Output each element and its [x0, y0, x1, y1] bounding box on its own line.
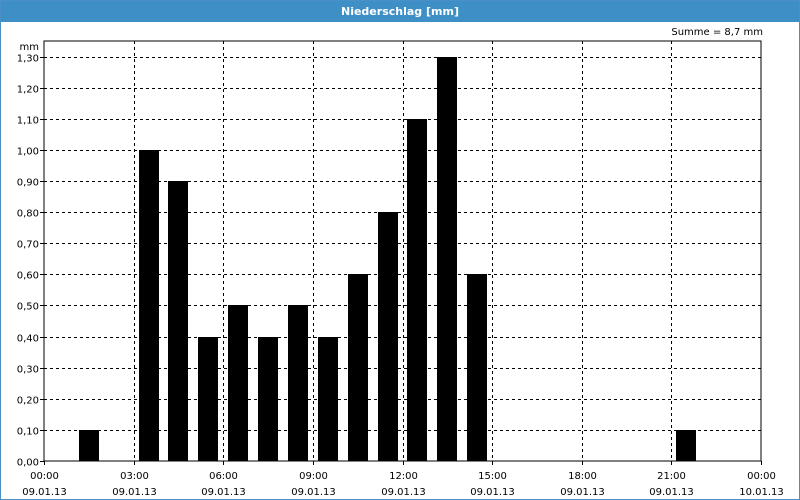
x-tick-label-date: 09.01.13: [22, 487, 67, 498]
x-tick-label-time: 03:00: [120, 471, 149, 482]
x-tick-label-time: 06:00: [209, 471, 238, 482]
y-tick-label: 1,30: [17, 54, 39, 65]
x-tick-label-date: 09.01.13: [649, 487, 694, 498]
x-tick-label-time: 18:00: [568, 471, 597, 482]
x-tick-label-time: 00:00: [30, 471, 59, 482]
bar: [168, 181, 188, 461]
x-tick-label-time: 15:00: [478, 471, 507, 482]
y-tick-label: 1,10: [17, 116, 39, 127]
x-tick-label-date: 09.01.13: [201, 487, 246, 498]
bar: [258, 337, 278, 461]
bar: [79, 430, 99, 461]
bar: [437, 57, 457, 461]
sum-label: Summe = 8,7 mm: [671, 27, 763, 38]
y-tick-label: 0,10: [17, 427, 39, 438]
bar: [318, 337, 338, 461]
bar: [288, 305, 308, 461]
x-tick-label-date: 09.01.13: [381, 487, 426, 498]
x-tick-label-time: 09:00: [299, 471, 328, 482]
plot-area-border: [43, 40, 762, 462]
y-tick-label: 1,00: [17, 147, 39, 158]
y-tick-label: 0,20: [17, 396, 39, 407]
y-tick-label: 0,70: [17, 240, 39, 251]
bar: [378, 212, 398, 461]
x-tick-label-date: 09.01.13: [470, 487, 515, 498]
bar: [467, 274, 487, 461]
window-title: Niederschlag [mm]: [1, 1, 799, 22]
y-tick-label: 0,50: [17, 302, 39, 313]
y-tick-label: 0,30: [17, 365, 39, 376]
y-tick-label: 1,20: [17, 85, 39, 96]
bar: [139, 150, 159, 461]
x-tick-label-date: 09.01.13: [112, 487, 157, 498]
x-tick-label-time: 21:00: [657, 471, 686, 482]
x-tick-label-time: 00:00: [747, 471, 776, 482]
bar: [348, 274, 368, 461]
x-tick-label-date: 09.01.13: [291, 487, 336, 498]
x-tick-label-date: 09.01.13: [560, 487, 605, 498]
x-tick-label-time: 12:00: [389, 471, 418, 482]
y-tick-label: 0,40: [17, 334, 39, 345]
y-tick-label: 0,90: [17, 178, 39, 189]
bar: [407, 119, 427, 461]
bar: [228, 305, 248, 461]
x-tick-label-date: 10.01.13: [739, 487, 784, 498]
y-tick-label: 0,80: [17, 209, 39, 220]
y-tick-label: 0,00: [17, 458, 39, 469]
bar: [676, 430, 696, 461]
y-axis-label: mm: [20, 42, 39, 53]
bar: [198, 337, 218, 461]
y-tick-label: 0,60: [17, 271, 39, 282]
